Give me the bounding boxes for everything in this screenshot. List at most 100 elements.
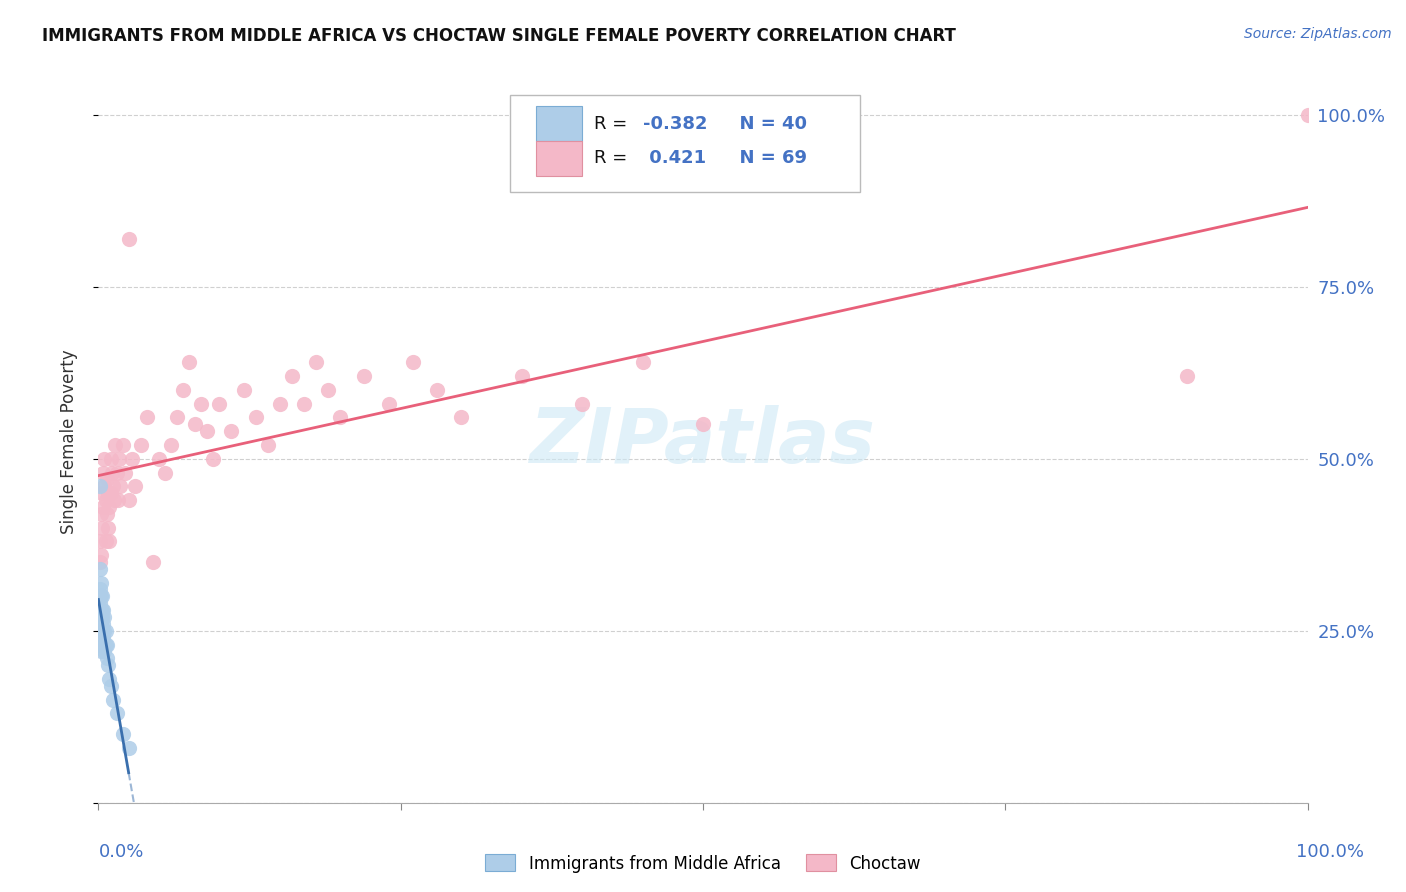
Point [94, 638, 117, 652]
Point [91, 631, 114, 645]
Point [571, 397, 593, 411]
Point [100, 451, 122, 466]
Point [114, 466, 136, 480]
FancyBboxPatch shape [536, 141, 582, 176]
Point [107, 493, 129, 508]
Point [93, 610, 115, 624]
Point [91, 590, 114, 604]
Point [179, 355, 201, 369]
Point [135, 410, 157, 425]
Point [190, 397, 212, 411]
Point [1296, 108, 1319, 122]
Point [100, 486, 122, 500]
Text: R =: R = [595, 149, 638, 168]
Point [108, 451, 131, 466]
Point [450, 410, 472, 425]
Point [101, 479, 124, 493]
Point [94, 493, 117, 508]
Point [91, 631, 114, 645]
Point [89, 616, 111, 631]
Point [89, 624, 111, 638]
Point [91, 603, 114, 617]
Point [89, 562, 111, 576]
Point [256, 438, 278, 452]
Point [91, 624, 114, 638]
Text: ZIPatlas: ZIPatlas [530, 405, 876, 478]
Point [377, 397, 399, 411]
Point [91, 603, 114, 617]
Point [91, 610, 114, 624]
Point [93, 479, 115, 493]
Point [93, 451, 115, 466]
Point [148, 451, 170, 466]
Text: N = 69: N = 69 [727, 149, 807, 168]
Point [89, 610, 111, 624]
Point [90, 644, 112, 658]
Text: R =: R = [595, 115, 633, 133]
Point [142, 555, 165, 569]
Point [118, 493, 141, 508]
Point [111, 727, 134, 741]
Point [221, 424, 243, 438]
Point [89, 479, 111, 493]
Point [89, 582, 111, 597]
Point [245, 410, 267, 425]
Point [89, 631, 111, 645]
Text: IMMIGRANTS FROM MIDDLE AFRICA VS CHOCTAW SINGLE FEMALE POVERTY CORRELATION CHART: IMMIGRANTS FROM MIDDLE AFRICA VS CHOCTAW… [42, 27, 956, 45]
Point [103, 493, 125, 508]
Point [101, 692, 124, 706]
FancyBboxPatch shape [509, 95, 860, 193]
Point [89, 638, 111, 652]
Text: Source: ZipAtlas.com: Source: ZipAtlas.com [1244, 27, 1392, 41]
Text: 100.0%: 100.0% [1296, 843, 1364, 861]
Legend: Immigrants from Middle Africa, Choctaw: Immigrants from Middle Africa, Choctaw [479, 847, 927, 880]
Point [1175, 369, 1198, 384]
Point [94, 624, 117, 638]
FancyBboxPatch shape [536, 106, 582, 141]
Point [402, 355, 425, 369]
Point [105, 466, 128, 480]
Point [510, 369, 533, 384]
Point [89, 596, 111, 610]
Point [97, 486, 120, 500]
Point [90, 616, 112, 631]
Point [96, 651, 118, 665]
Point [692, 417, 714, 432]
Point [100, 466, 122, 480]
Point [305, 355, 328, 369]
Point [100, 679, 122, 693]
Point [97, 658, 120, 673]
Text: 0.0%: 0.0% [98, 843, 143, 861]
Point [94, 534, 117, 549]
Point [353, 369, 375, 384]
Point [426, 383, 449, 397]
Point [269, 397, 291, 411]
Point [208, 397, 231, 411]
Point [292, 397, 315, 411]
Point [91, 486, 114, 500]
Point [232, 383, 254, 397]
Point [90, 624, 112, 638]
Point [129, 438, 152, 452]
Point [172, 383, 194, 397]
Point [89, 534, 111, 549]
Point [281, 369, 304, 384]
Text: N = 40: N = 40 [727, 115, 807, 133]
Point [96, 507, 118, 521]
Point [118, 231, 141, 245]
Point [93, 644, 115, 658]
Point [316, 383, 339, 397]
Point [98, 672, 121, 686]
Point [89, 590, 111, 604]
Point [631, 355, 654, 369]
Point [90, 548, 112, 562]
Point [184, 417, 207, 432]
Point [105, 706, 128, 721]
Point [121, 451, 143, 466]
Point [160, 438, 183, 452]
Point [96, 472, 118, 486]
Point [90, 507, 112, 521]
Point [98, 534, 121, 549]
Point [329, 410, 352, 425]
Point [93, 624, 115, 638]
